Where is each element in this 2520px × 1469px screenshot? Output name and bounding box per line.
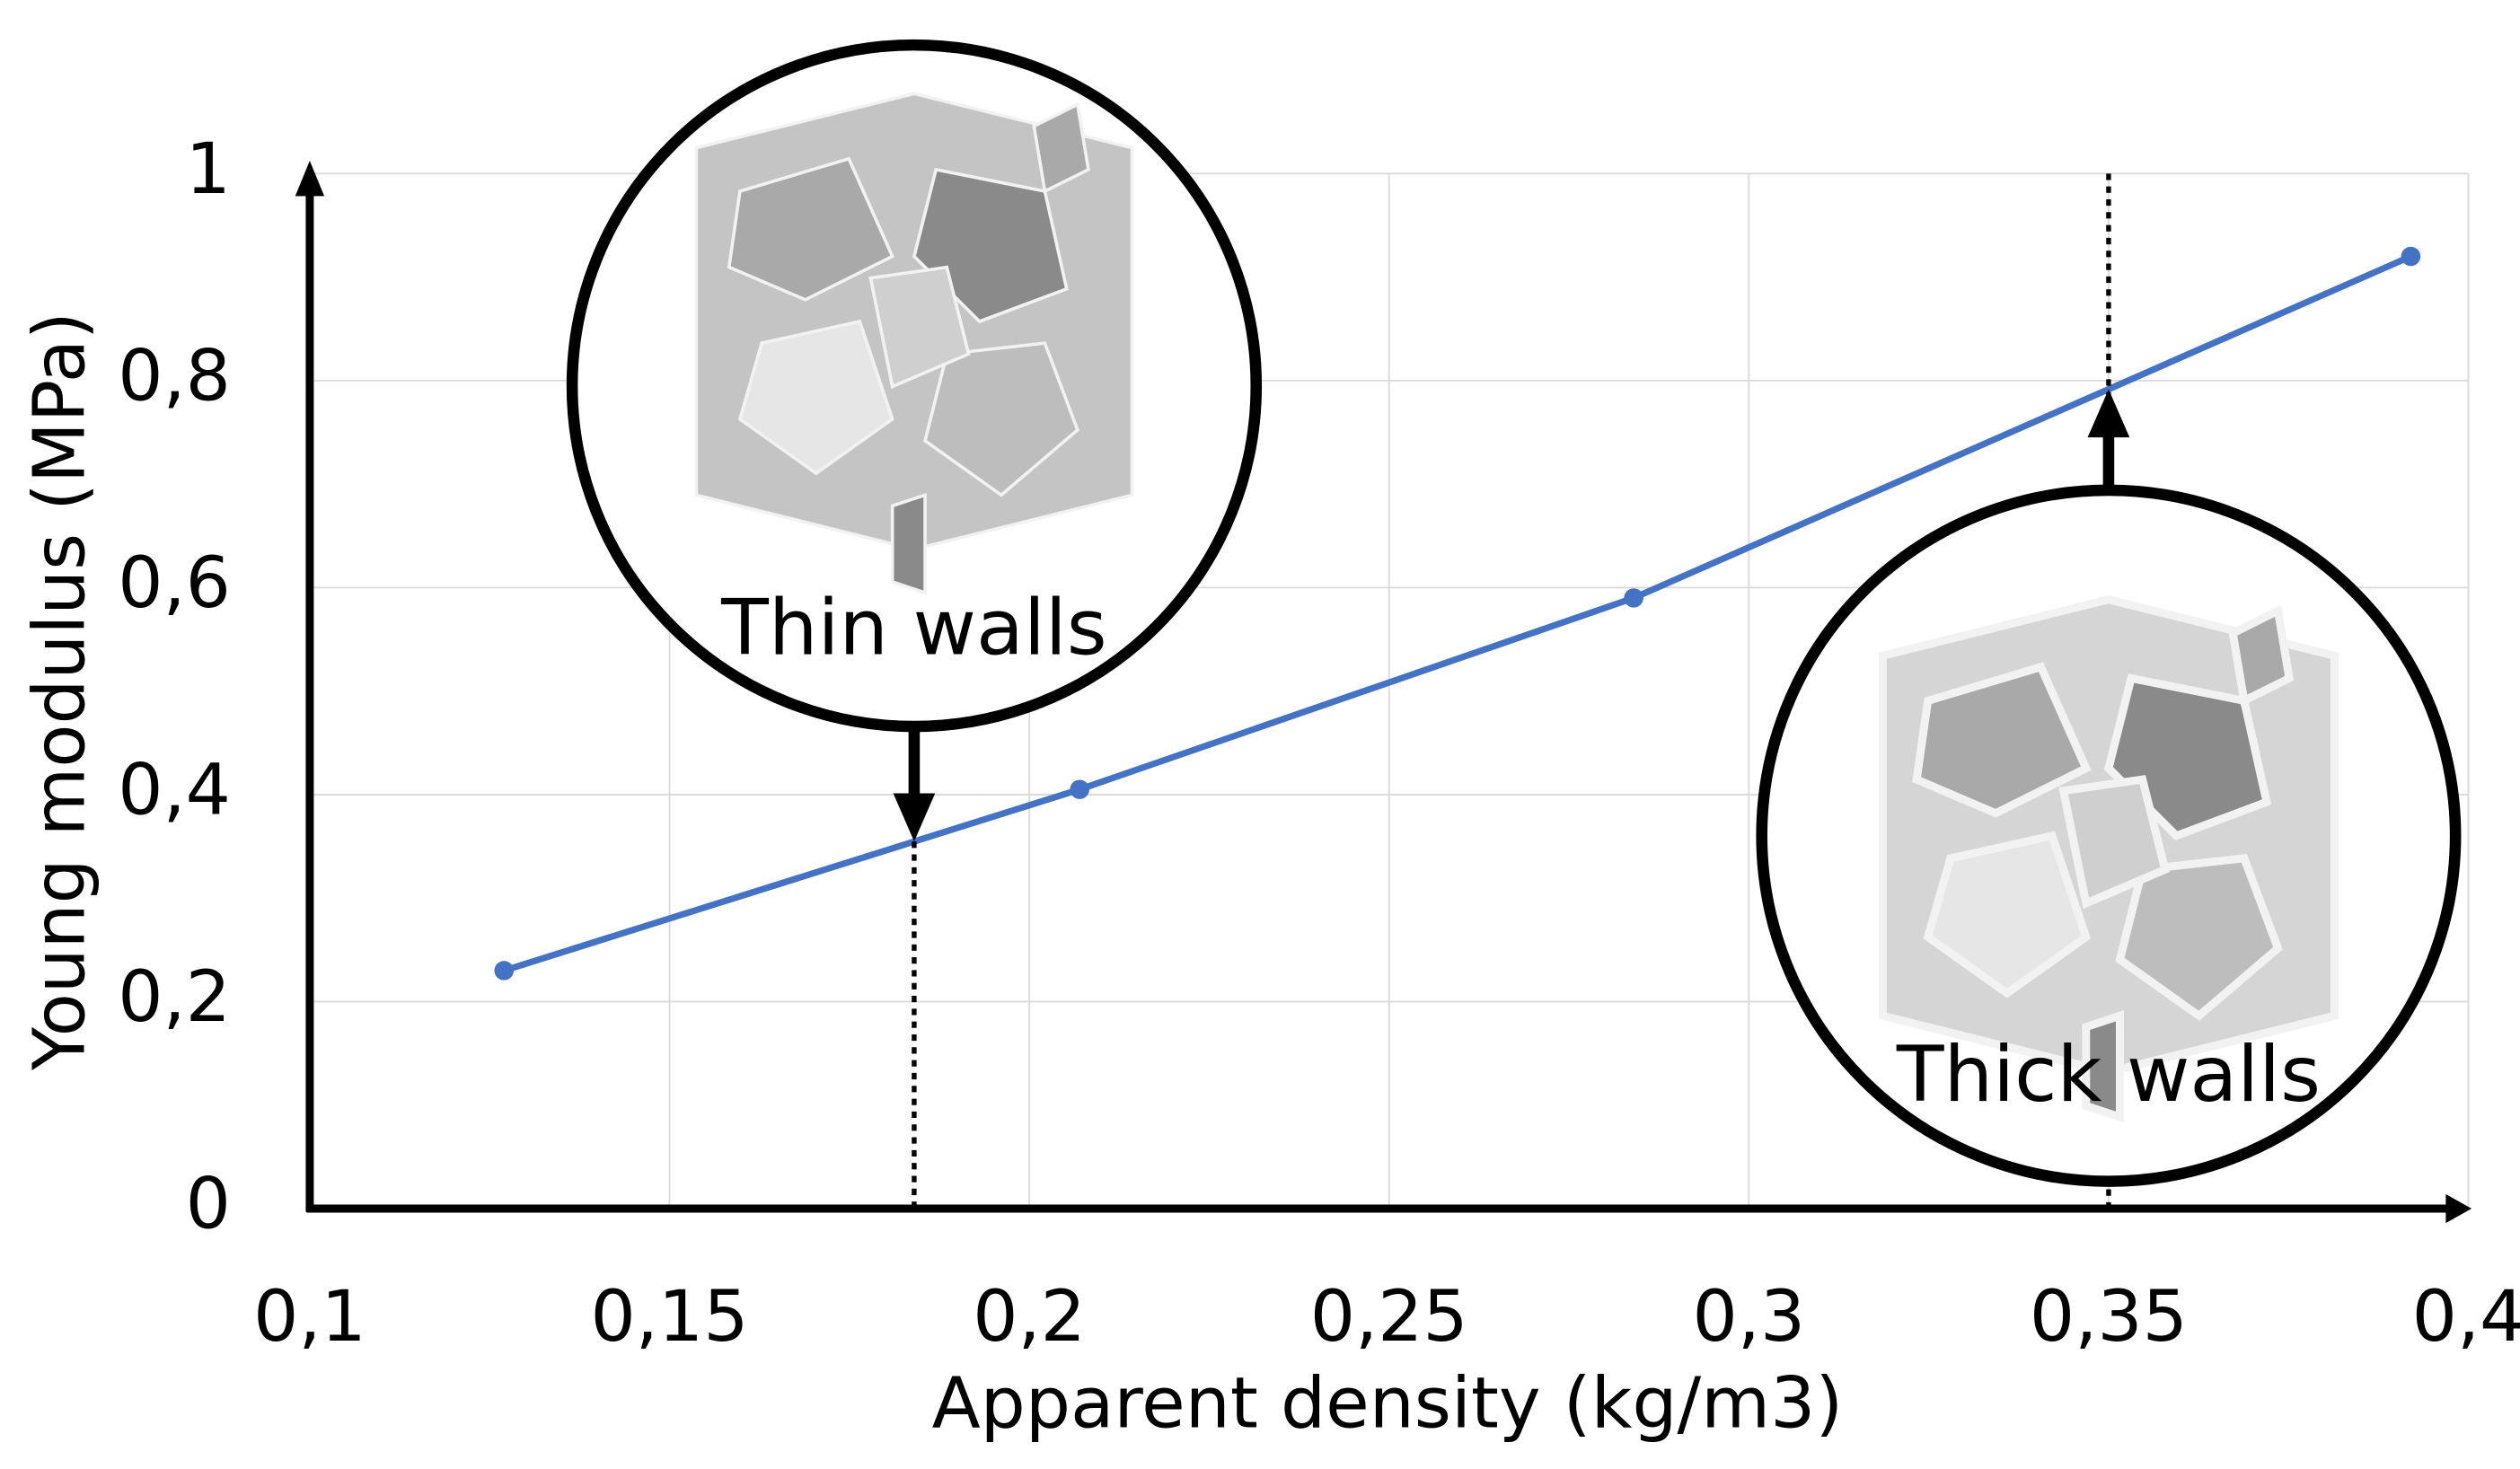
data-point	[1624, 588, 1643, 607]
data-point	[2401, 247, 2421, 266]
x-tick-label: 0,3	[1692, 1275, 1805, 1358]
y-axis-title: Young modulus (MPa)	[18, 312, 101, 1071]
y-tick-label: 0,4	[118, 749, 231, 831]
x-tick-label: 0,2	[973, 1275, 1086, 1358]
y-tick-label: 0,2	[118, 955, 231, 1038]
chart: Thin walls Thick walls Apparent density (…	[0, 0, 2520, 1469]
x-tick-label: 0,35	[2030, 1275, 2188, 1358]
page: {"chart_data": { "type": "line", "x": [0…	[0, 0, 2520, 1469]
lattice-face	[893, 495, 925, 593]
x-axis-title: Apparent density (kg/m3)	[932, 1362, 1844, 1445]
x-tick-label: 0,25	[1310, 1275, 1468, 1358]
y-tick-label: 0	[186, 1163, 231, 1245]
y-tick-label: 0,8	[118, 334, 231, 417]
x-tick-label: 0,4	[2412, 1275, 2520, 1358]
annotation-label: Thick walls	[1896, 1030, 2321, 1120]
y-tick-label: 1	[186, 128, 231, 210]
x-tick-label: 0,1	[253, 1275, 366, 1358]
y-axis-arrow	[295, 161, 324, 196]
y-tick-label: 0,6	[118, 541, 231, 624]
annotation-label: Thin walls	[720, 584, 1106, 673]
annotations: Thin walls Thick walls	[572, 45, 2455, 1209]
x-tick-label: 0,15	[591, 1275, 749, 1358]
data-point	[494, 961, 514, 980]
data-point	[1070, 779, 1089, 798]
